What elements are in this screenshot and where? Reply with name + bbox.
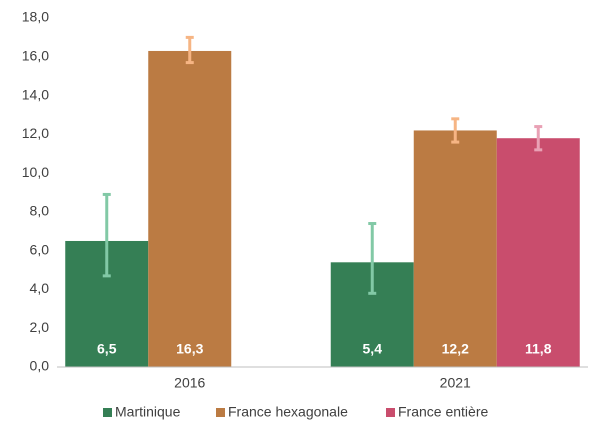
value-label: 5,4 <box>363 341 383 357</box>
value-label: 11,8 <box>525 341 552 357</box>
legend-label: France hexagonale <box>228 404 348 420</box>
x-tick-label: 2016 <box>174 375 205 391</box>
bar <box>413 130 497 367</box>
legend-swatch <box>216 408 225 417</box>
y-tick-label: 4,0 <box>30 280 50 296</box>
value-label: 16,3 <box>176 341 203 357</box>
y-tick-label: 0,0 <box>30 358 50 374</box>
legend-swatch <box>386 408 395 417</box>
value-label: 12,2 <box>442 341 469 357</box>
y-tick-label: 8,0 <box>30 203 50 219</box>
y-tick-label: 10,0 <box>22 164 49 180</box>
y-tick-label: 2,0 <box>30 319 50 335</box>
y-tick-label: 16,0 <box>22 47 49 63</box>
y-tick-label: 6,0 <box>30 241 50 257</box>
y-tick-label: 14,0 <box>22 86 49 102</box>
legend-label: Martinique <box>115 404 181 420</box>
bar <box>496 138 580 367</box>
y-tick-label: 18,0 <box>22 9 49 25</box>
x-tick-label: 2021 <box>440 375 471 391</box>
y-tick-label: 12,0 <box>22 125 49 141</box>
value-label: 6,5 <box>97 341 117 357</box>
legend-label: France entière <box>398 404 488 420</box>
bar <box>148 50 232 367</box>
legend-swatch <box>103 408 112 417</box>
